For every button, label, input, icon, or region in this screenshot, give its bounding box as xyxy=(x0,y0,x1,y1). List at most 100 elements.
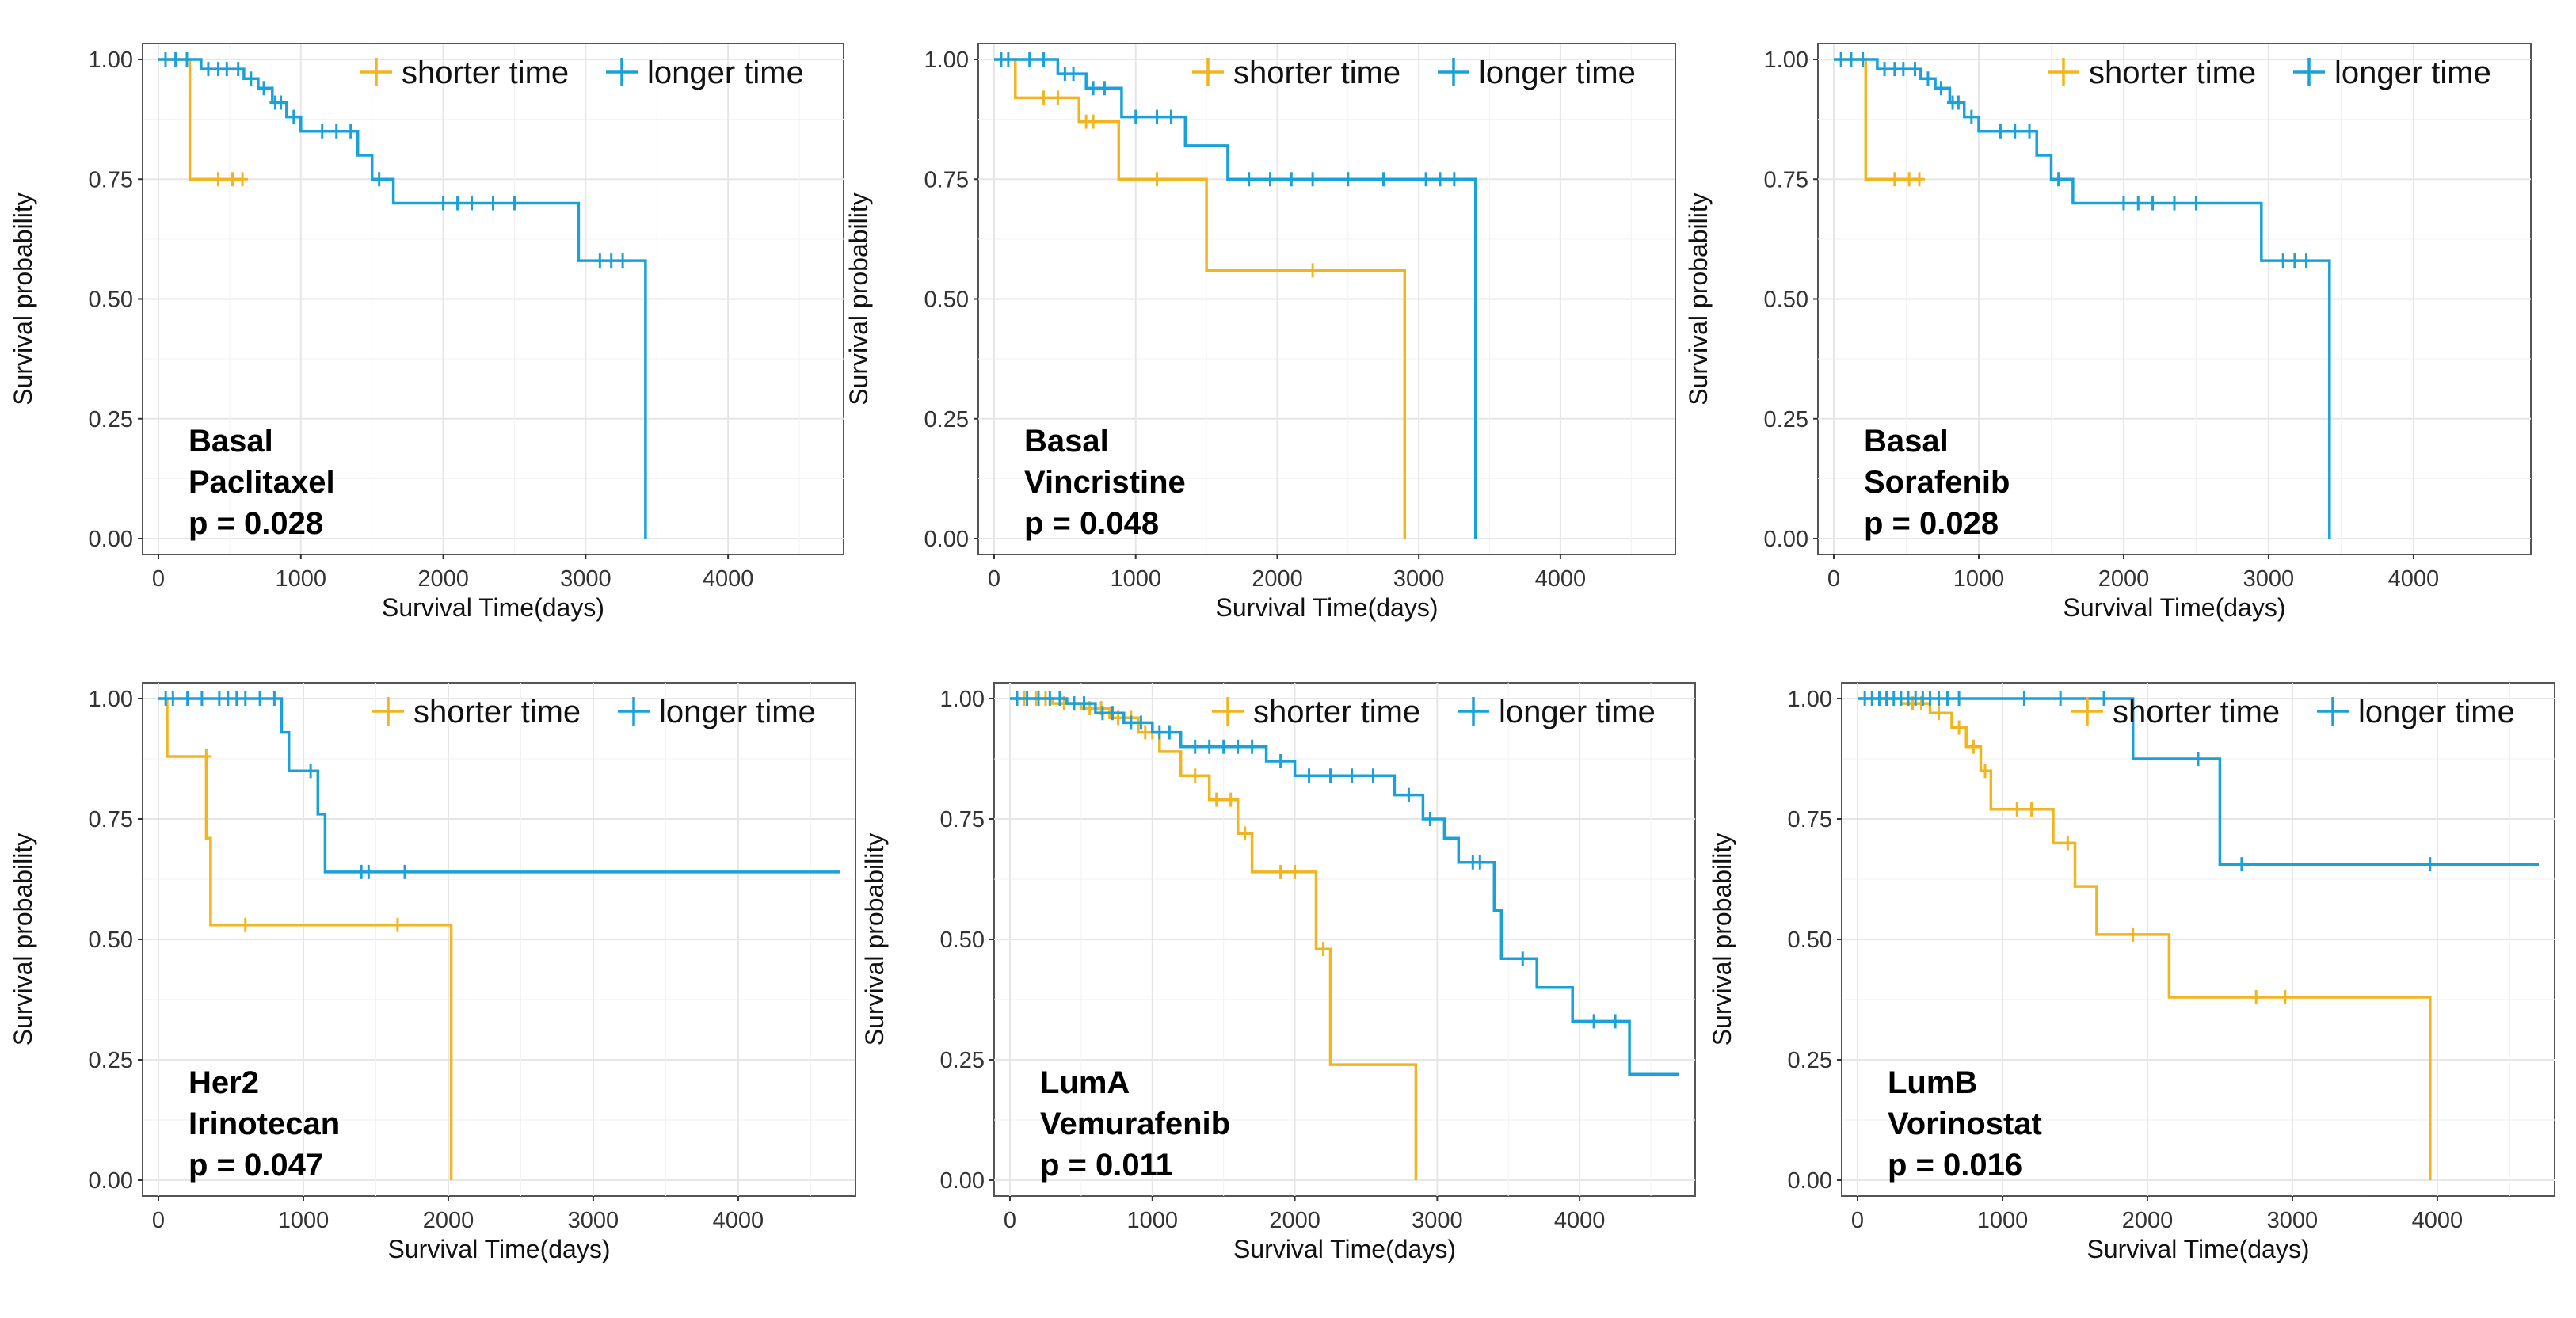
censor-mark xyxy=(1346,768,1358,783)
longer-time-legend-icon xyxy=(618,697,650,726)
censor-mark xyxy=(1953,691,1965,706)
censor-mark xyxy=(2132,196,2144,211)
censor-mark xyxy=(2277,253,2289,269)
censor-mark xyxy=(1403,787,1415,802)
censor-mark xyxy=(2424,857,2436,872)
x-tick-label: 3000 xyxy=(560,566,612,592)
legend-label: shorter time xyxy=(1253,695,1420,729)
annotation-line: Basal xyxy=(1024,424,1109,459)
longer-time-legend-icon xyxy=(2293,58,2325,86)
x-tick-label: 0 xyxy=(988,566,1000,592)
censor-mark xyxy=(1995,124,2006,139)
censor-mark xyxy=(1424,812,1436,826)
censor-mark xyxy=(1264,172,1276,187)
censor-mark xyxy=(181,52,192,67)
censor-mark xyxy=(1002,52,1014,67)
censor-mark xyxy=(1096,706,1108,721)
annotation-line: p = 0.047 xyxy=(189,1148,323,1183)
y-tick-label: 1.00 xyxy=(940,687,985,712)
censor-mark xyxy=(159,52,171,67)
censor-mark xyxy=(239,691,251,706)
legend-label: longer time xyxy=(1499,695,1656,729)
shorter-time-legend-icon xyxy=(360,58,392,86)
x-tick-label: 4000 xyxy=(2412,1208,2464,1233)
censor-mark xyxy=(237,172,249,187)
censor-mark xyxy=(1980,764,1991,779)
censor-mark xyxy=(1203,739,1215,754)
annotation-line: Vincristine xyxy=(1024,465,1186,500)
y-tick-label: 0.00 xyxy=(1788,1168,1832,1194)
x-tick-label: 3000 xyxy=(2267,1208,2319,1233)
censor-mark xyxy=(1135,715,1147,730)
censor-mark xyxy=(1243,172,1255,187)
x-tick-label: 1000 xyxy=(1977,1208,2029,1233)
x-axis-title: Survival Time(days) xyxy=(2063,593,2286,622)
x-axis-title: Survival Time(days) xyxy=(388,1235,611,1263)
x-tick-label: 1000 xyxy=(1127,1208,1179,1233)
shorter-time-curve xyxy=(1010,697,1418,1180)
annotation-line: Vorinostat xyxy=(1888,1107,2042,1141)
x-tick-label: 3000 xyxy=(1393,566,1445,592)
censor-mark xyxy=(2009,124,2021,139)
y-tick-label: 0.25 xyxy=(89,407,133,432)
y-tick-label: 0.50 xyxy=(89,928,133,953)
km-panel-4: 0.00 0.25 0.50 0.75 1.00 0 1000 2000 3000 4000 Sur… xyxy=(9,682,856,1263)
shorter-time-legend-icon xyxy=(2071,697,2103,726)
x-tick-label: 2000 xyxy=(2122,1208,2174,1233)
censor-mark xyxy=(1239,826,1251,841)
censor-mark xyxy=(2300,253,2312,269)
longer-time-legend-icon xyxy=(1438,58,1469,86)
legend-label: longer time xyxy=(2358,695,2515,729)
y-axis-title: Survival probability xyxy=(1708,833,1736,1046)
censor-mark xyxy=(2193,752,2204,766)
y-tick-label: 0.50 xyxy=(1788,928,1832,953)
x-tick-label: 1000 xyxy=(1953,566,2005,592)
y-axis-title: Survival probability xyxy=(860,833,889,1046)
y-axis-title: Survival probability xyxy=(1684,192,1713,406)
x-tick-label: 4000 xyxy=(703,566,754,592)
censor-mark xyxy=(181,691,193,706)
censor-mark xyxy=(1909,62,1921,77)
censor-mark xyxy=(1610,1014,1621,1029)
censor-mark xyxy=(1448,172,1460,187)
censor-mark xyxy=(487,196,499,211)
x-tick-label: 0 xyxy=(1851,1208,1864,1233)
censor-mark xyxy=(2098,691,2110,706)
km-panel-1: 0.00 0.25 0.50 0.75 1.00 0 1000 2000 3000 4000 Sur… xyxy=(9,43,844,622)
x-tick-label: 0 xyxy=(152,566,165,592)
censor-mark xyxy=(200,749,212,764)
censor-mark xyxy=(1933,706,1945,721)
x-tick-label: 3000 xyxy=(1412,1208,1463,1233)
x-tick-label: 2000 xyxy=(417,566,469,592)
censor-mark xyxy=(1125,715,1137,730)
x-tick-label: 3000 xyxy=(568,1208,619,1233)
legend-label: shorter time xyxy=(1233,55,1400,90)
y-tick-label: 0.00 xyxy=(924,527,969,552)
censor-mark xyxy=(1021,691,1033,706)
censor-mark xyxy=(227,172,238,187)
x-tick-label: 1000 xyxy=(278,1208,330,1233)
censor-mark xyxy=(452,196,463,211)
x-tick-label: 2000 xyxy=(1269,1208,1320,1233)
censor-mark xyxy=(2025,802,2037,817)
legend-label: longer time xyxy=(647,55,804,90)
y-tick-label: 0.75 xyxy=(940,807,985,832)
censor-mark xyxy=(617,253,629,269)
y-tick-label: 0.75 xyxy=(1788,807,1832,832)
annotation-line: Irinotecan xyxy=(189,1107,340,1141)
censor-mark xyxy=(1324,768,1336,783)
censor-mark xyxy=(1225,792,1237,807)
censor-mark xyxy=(2055,691,2067,706)
x-tick-label: 2000 xyxy=(2098,566,2150,592)
x-tick-label: 2000 xyxy=(1252,566,1303,592)
longer-time-curve xyxy=(994,58,1477,539)
censor-mark xyxy=(1968,739,1980,754)
censor-mark xyxy=(1275,754,1286,769)
x-axis-title: Survival Time(days) xyxy=(1233,1235,1456,1263)
censor-mark xyxy=(1903,172,1915,187)
x-tick-label: 4000 xyxy=(713,1208,764,1233)
censor-mark xyxy=(363,864,375,879)
censor-mark xyxy=(1378,172,1389,187)
annotation-line: Basal xyxy=(189,424,273,459)
